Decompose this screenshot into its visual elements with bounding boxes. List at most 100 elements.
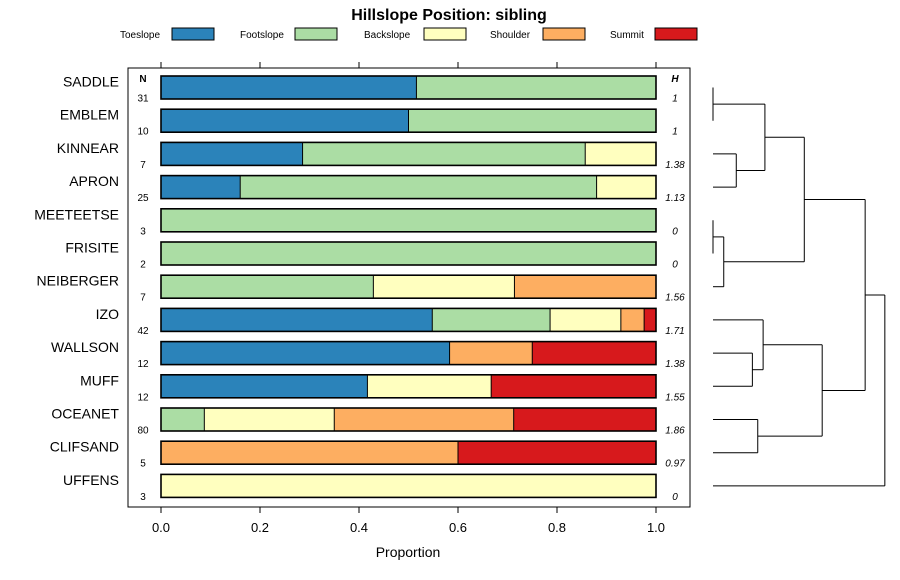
- category-label-emblem: EMBLEM: [60, 107, 119, 123]
- bar-segment-apron-backslope: [596, 175, 656, 199]
- legend-label-summit: Summit: [610, 30, 644, 41]
- h-value: 1.13: [665, 193, 685, 204]
- h-value: 0.97: [665, 459, 685, 470]
- bar-outline-izo: [160, 307, 657, 333]
- bar-segment-saddle-toeslope: [161, 76, 417, 99]
- legend-swatch-shoulder: [542, 27, 586, 41]
- h-value: 0: [672, 226, 678, 237]
- legend-label-shoulder: Shoulder: [490, 30, 531, 41]
- legend: Toeslope Footslope Backslope Shoulder Summit: [120, 27, 698, 41]
- h-value: 1.55: [665, 392, 685, 403]
- bar-outline-apron: [160, 174, 657, 200]
- legend-label-backslope: Backslope: [364, 30, 411, 41]
- bar-segment-muff-backslope: [367, 374, 492, 398]
- bar-segment-meeteetse-footslope: [161, 208, 656, 232]
- bar-segment-kinnear-toeslope: [161, 142, 303, 166]
- x-axis: 0.0 0.2 0.4 0.6 0.8 1.0: [152, 62, 665, 535]
- category-label-apron: APRON: [69, 173, 119, 189]
- bar-segment-izo-toeslope: [161, 308, 433, 332]
- bar-outline-emblem: [160, 108, 657, 133]
- legend-swatch-footslope: [294, 27, 338, 41]
- bar-segment-apron-toeslope: [161, 175, 241, 199]
- bar-outline-neiberger: [160, 274, 657, 300]
- bar-outline-frisite: [160, 241, 657, 266]
- n-value: 3: [140, 492, 146, 503]
- bar-outline-kinnear: [160, 141, 657, 167]
- h-value: 0: [672, 492, 678, 503]
- bar-segment-wallson-shoulder: [449, 341, 533, 365]
- bar-segment-oceanet-footslope: [161, 408, 205, 431]
- bar-segment-neiberger-backslope: [373, 275, 515, 299]
- bar-segment-saddle-footslope: [416, 76, 656, 99]
- h-value: 1.71: [665, 326, 684, 337]
- category-label-kinnear: KINNEAR: [57, 140, 119, 156]
- bar-segment-neiberger-shoulder: [514, 275, 656, 299]
- legend-swatch-toeslope: [171, 27, 215, 41]
- bar-segment-izo-backslope: [550, 308, 621, 332]
- n-value: 7: [140, 160, 146, 171]
- h-value: 1.38: [665, 160, 685, 171]
- bar-segment-kinnear-backslope: [585, 142, 656, 166]
- bar-outline-muff: [160, 373, 657, 399]
- category-label-frisite: FRISITE: [65, 240, 119, 256]
- n-value: 12: [137, 359, 149, 370]
- h-value: 1: [672, 127, 678, 138]
- legend-swatch-summit: [654, 27, 698, 41]
- n-value: 42: [137, 326, 149, 337]
- bar-segment-izo-shoulder: [620, 308, 645, 332]
- h-header: H: [671, 74, 679, 85]
- x-tick-label: 0.4: [350, 520, 368, 535]
- bar-segment-uffens-backslope: [161, 474, 656, 498]
- n-value: 12: [137, 392, 149, 403]
- h-value: 1.56: [665, 293, 685, 304]
- bar-segment-oceanet-shoulder: [334, 408, 514, 431]
- bar-segment-wallson-summit: [532, 341, 656, 365]
- x-tick-label: 1.0: [647, 520, 665, 535]
- n-header: N: [139, 74, 146, 85]
- bar-outline-wallson: [160, 340, 657, 366]
- bar-outline-uffens: [160, 473, 657, 499]
- bar-segment-apron-footslope: [240, 175, 597, 199]
- legend-label-toeslope: Toeslope: [120, 30, 160, 41]
- bar-segment-wallson-toeslope: [161, 341, 450, 365]
- bar-segment-clifsand-summit: [458, 441, 656, 465]
- bar-segment-clifsand-shoulder: [161, 441, 458, 465]
- n-value: 3: [140, 226, 146, 237]
- legend-swatch-backslope: [423, 27, 467, 41]
- bar-outline-clifsand: [160, 440, 657, 466]
- n-value: 31: [137, 94, 149, 105]
- bar-outline-meeteetse: [160, 208, 657, 233]
- x-tick-label: 0.0: [152, 520, 170, 535]
- legend-label-footslope: Footslope: [240, 30, 284, 41]
- bar-segment-neiberger-footslope: [161, 275, 374, 299]
- category-label-neiberger: NEIBERGER: [37, 273, 119, 289]
- category-label-saddle: SADDLE: [63, 74, 119, 90]
- h-labels: 1 1 1.38 1.13 0 0 1.56 1.71 1.38 1.55 1.86 0.97 0: [665, 94, 685, 503]
- plot-frame: [127, 67, 691, 508]
- bar-outline-oceanet: [160, 407, 657, 432]
- category-label-clifsand: CLIFSAND: [50, 439, 119, 455]
- h-value: 1.38: [665, 359, 685, 370]
- n-value: 2: [140, 260, 146, 271]
- bar-segment-izo-summit: [644, 308, 656, 332]
- category-label-uffens: UFFENS: [63, 472, 119, 488]
- bar-segment-muff-toeslope: [161, 374, 368, 398]
- bar-segment-oceanet-backslope: [204, 408, 335, 431]
- bar-segment-emblem-footslope: [408, 109, 656, 133]
- bar-segment-emblem-toeslope: [161, 109, 409, 133]
- bar-segment-frisite-footslope: [161, 242, 656, 265]
- bar-outline-saddle: [160, 75, 657, 100]
- category-label-muff: MUFF: [80, 372, 119, 388]
- x-tick-label: 0.2: [251, 520, 269, 535]
- n-labels: 31 10 7 25 3 2 7 42 12 12 80 5 3: [137, 94, 149, 503]
- n-value: 25: [137, 193, 149, 204]
- n-value: 10: [137, 127, 149, 138]
- x-axis-title: Proportion: [376, 544, 441, 560]
- n-value: 7: [140, 293, 146, 304]
- x-tick-label: 0.6: [449, 520, 467, 535]
- x-tick-label: 0.8: [548, 520, 566, 535]
- bar-segment-muff-summit: [491, 374, 656, 398]
- n-value: 5: [140, 459, 146, 470]
- bar-segment-kinnear-footslope: [302, 142, 586, 166]
